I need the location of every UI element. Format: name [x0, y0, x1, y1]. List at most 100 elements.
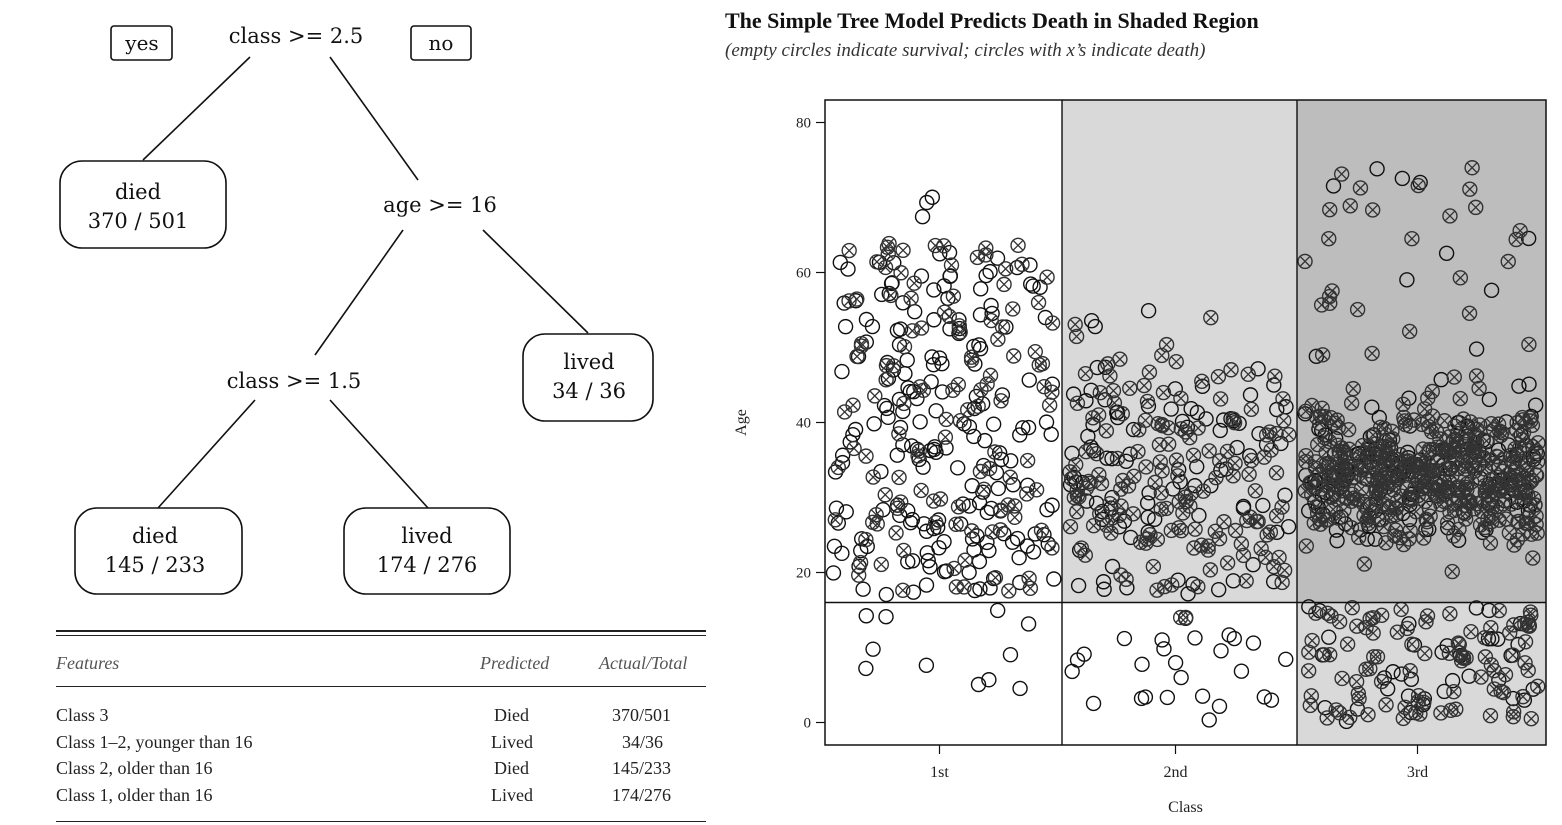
death-point	[1077, 547, 1094, 563]
death-point	[1274, 574, 1290, 591]
death-point	[906, 275, 922, 291]
death-point	[1377, 455, 1394, 472]
death-point	[1114, 406, 1130, 422]
survival-point	[1329, 532, 1345, 549]
survival-point	[1255, 497, 1271, 514]
survival-point	[1095, 574, 1112, 590]
death-point	[1235, 547, 1252, 564]
leaf-outcome: lived	[401, 524, 452, 548]
survival-point	[1436, 683, 1452, 700]
death-point	[903, 290, 919, 306]
death-point	[1298, 447, 1314, 464]
death-point	[1168, 452, 1185, 468]
survival-point	[982, 263, 998, 280]
survival-point	[905, 584, 922, 600]
death-point	[1014, 256, 1030, 272]
survival-point	[1203, 477, 1219, 494]
edge-class-left	[157, 399, 256, 509]
survival-point	[1468, 341, 1485, 357]
death-point	[1281, 427, 1297, 443]
death-point	[1202, 562, 1219, 578]
death-point	[1098, 423, 1115, 439]
survival-point	[1110, 409, 1126, 426]
yes-label: yes	[124, 31, 158, 55]
survival-point	[972, 281, 989, 297]
death-point	[948, 579, 965, 595]
survival-point	[878, 586, 895, 603]
survival-point	[855, 581, 871, 597]
x-tick-label: 3rd	[1407, 764, 1428, 781]
survival-point	[1080, 428, 1096, 445]
survival-point	[1233, 663, 1250, 679]
death-point	[1428, 423, 1445, 439]
death-point	[1468, 199, 1484, 216]
death-point	[881, 235, 897, 252]
leaf-outcome: died	[132, 524, 178, 548]
death-point	[969, 249, 986, 266]
survival-point	[1481, 391, 1498, 408]
death-point	[1068, 456, 1084, 473]
death-point	[1358, 619, 1374, 636]
survival-point	[1044, 497, 1060, 513]
death-point	[1369, 649, 1386, 665]
death-point	[927, 237, 944, 254]
death-point	[1170, 468, 1186, 484]
death-point	[1402, 523, 1418, 539]
death-point	[928, 514, 944, 531]
survival-point	[938, 440, 954, 456]
death-point	[1517, 454, 1533, 471]
death-point	[1322, 202, 1338, 218]
survival-point	[1520, 230, 1537, 247]
survival-point	[876, 397, 893, 414]
survival-point	[866, 416, 882, 432]
death-point	[1520, 662, 1536, 679]
death-point	[1360, 706, 1376, 723]
leaf-count: 145 / 233	[105, 553, 206, 577]
death-point	[883, 287, 899, 304]
death-point	[1073, 540, 1090, 556]
survival-point	[1159, 689, 1176, 706]
survival-point	[1123, 529, 1139, 546]
death-point	[1395, 710, 1412, 727]
survival-point	[1521, 376, 1537, 392]
death-point	[1297, 253, 1313, 270]
leaf-count: 174 / 276	[377, 553, 478, 577]
death-point	[987, 569, 1004, 586]
death-point	[1483, 619, 1499, 636]
survival-point	[979, 504, 996, 521]
death-point	[1476, 492, 1492, 508]
survival-point	[1104, 489, 1120, 506]
row-actual: 34/36	[622, 732, 664, 752]
y-tick-label: 40	[796, 416, 811, 432]
death-point	[1500, 474, 1516, 490]
row-feature: Class 3	[56, 705, 109, 725]
death-point	[1226, 415, 1243, 431]
row-feature: Class 2, older than 16	[56, 758, 213, 778]
death-point	[960, 402, 976, 418]
death-point	[1505, 647, 1521, 663]
death-point	[1461, 305, 1478, 321]
survival-point	[1025, 544, 1042, 560]
leaf-class3: died 370 / 501	[59, 160, 227, 249]
death-point	[1417, 645, 1433, 662]
death-point	[1350, 529, 1367, 546]
death-point	[1068, 328, 1085, 345]
death-point	[1402, 663, 1418, 679]
death-point	[1069, 395, 1086, 411]
survival-point	[1009, 259, 1025, 276]
death-point	[1207, 523, 1224, 540]
death-point	[1036, 378, 1052, 395]
death-point	[1344, 599, 1360, 616]
death-point	[1451, 636, 1467, 653]
survival-point	[832, 254, 849, 271]
death-point	[1091, 466, 1107, 483]
death-point	[1242, 509, 1258, 525]
death-point	[1376, 518, 1392, 535]
death-point	[1521, 618, 1537, 634]
survival-point	[1104, 558, 1121, 575]
survival-point	[1134, 656, 1150, 673]
death-point	[950, 376, 967, 393]
death-point	[1334, 465, 1351, 481]
death-point	[1152, 454, 1168, 470]
death-point	[964, 523, 980, 539]
